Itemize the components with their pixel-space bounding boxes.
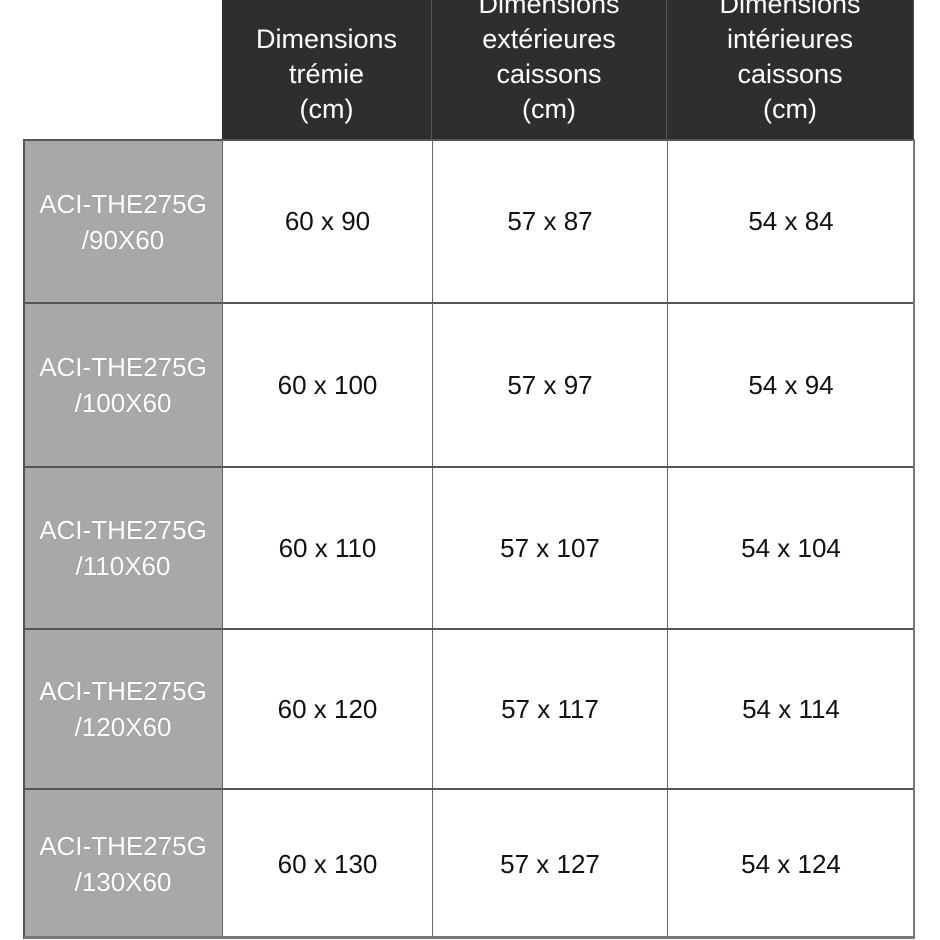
table-cell: 60 x 130 <box>222 788 432 938</box>
column-header-line: (cm) <box>763 94 817 124</box>
table-border-right <box>913 139 915 939</box>
column-header-line: Dimensions <box>719 0 861 19</box>
column-header: Dimensions trémie (cm) <box>222 0 432 139</box>
table-cell: 60 x 90 <box>222 139 432 302</box>
model-line: /110X60 <box>75 551 171 581</box>
table-cell: 57 x 97 <box>432 302 667 466</box>
table-border-bottom <box>24 936 915 939</box>
table-cell: 60 x 120 <box>222 628 432 788</box>
model-line: /120X60 <box>74 712 172 742</box>
column-header-line: trémie <box>288 59 364 89</box>
column-header-line: Dimensions <box>478 0 620 19</box>
column-header-line: caissons <box>496 59 602 89</box>
model-line: ACI-THE275G <box>39 515 207 545</box>
table-cell: 54 x 84 <box>667 139 914 302</box>
row-model-label: ACI-THE275G/130X60 <box>24 788 222 938</box>
row-model-label: ACI-THE275G/110X60 <box>24 466 222 628</box>
model-line: /90X60 <box>81 224 165 255</box>
table-cell: 54 x 104 <box>667 466 914 628</box>
table-cell: 60 x 110 <box>222 466 432 628</box>
table-cell: 57 x 87 <box>432 139 667 302</box>
row-model-label: ACI-THE275G/90X60 <box>24 139 222 302</box>
model-line: ACI-THE275G <box>39 352 207 382</box>
column-header-line: (cm) <box>299 94 354 124</box>
column-header-line: Dimensions <box>255 24 398 54</box>
column-header-line: extérieures <box>482 24 616 54</box>
table-cell: 57 x 127 <box>432 788 667 938</box>
table-cell: 60 x 100 <box>222 302 432 466</box>
row-model-label: ACI-THE275G/100X60 <box>24 302 222 466</box>
row-model-label: ACI-THE275G/120X60 <box>24 628 222 788</box>
column-header-line: (cm) <box>522 94 576 124</box>
column-header: Dimensions intérieures caissons (cm) <box>667 0 914 139</box>
table-cell: 54 x 94 <box>667 302 914 466</box>
model-line: /100X60 <box>74 388 172 418</box>
table-cell: 57 x 117 <box>432 628 667 788</box>
table-cell: 54 x 124 <box>667 788 914 938</box>
table-cell: 57 x 107 <box>432 466 667 628</box>
model-line: ACI-THE275G <box>39 188 207 219</box>
model-line: ACI-THE275G <box>39 676 207 706</box>
table-cell: 54 x 114 <box>667 628 914 788</box>
table-border-left <box>23 139 25 939</box>
column-header-line: caissons <box>737 59 843 89</box>
column-header-line: intérieures <box>726 24 854 54</box>
column-header: Dimensions extérieures caissons (cm) <box>432 0 667 139</box>
model-line: /130X60 <box>74 867 172 897</box>
model-line: ACI-THE275G <box>39 831 207 861</box>
